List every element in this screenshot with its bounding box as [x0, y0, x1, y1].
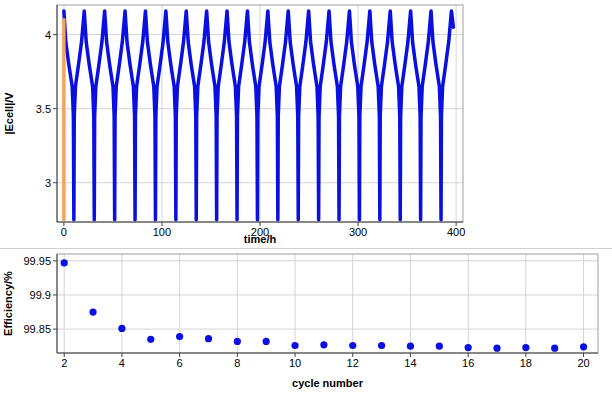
data-point: [522, 344, 529, 351]
plot-frame: [57, 5, 463, 222]
data-area: [61, 259, 588, 352]
x-axis-label: cycle number: [292, 377, 364, 389]
y-tick-label: 99.85: [23, 323, 51, 335]
grid-line-y: [57, 294, 598, 295]
grid-line-x: [64, 254, 65, 353]
grid-line-x: [583, 254, 584, 353]
figure: 010020030040033.54time/h|Ecell|/V2468101…: [0, 0, 612, 394]
background: [0, 0, 612, 394]
grid-line-y: [57, 34, 463, 35]
data-point: [263, 338, 270, 345]
data-point: [291, 342, 298, 349]
data-point: [89, 308, 96, 315]
x-tick-label: 12: [347, 357, 359, 369]
grid-line-x: [456, 5, 457, 222]
grid-line-x: [352, 254, 353, 353]
x-tick-label: 16: [462, 357, 474, 369]
y-tick-label: 99.9: [30, 289, 51, 301]
panel-separator: [0, 248, 612, 249]
data-point: [378, 342, 385, 349]
x-tick-label: 100: [153, 226, 171, 238]
y-tick: [53, 34, 57, 35]
data-point: [61, 259, 68, 266]
x-tick-label: 8: [234, 357, 240, 369]
x-tick-label: 2: [61, 357, 67, 369]
grid-line-x: [63, 5, 64, 222]
data-point: [493, 345, 500, 352]
data-point: [436, 343, 443, 350]
x-tick-label: 10: [289, 357, 301, 369]
y-tick: [53, 182, 57, 183]
y-tick-label: 3.5: [36, 103, 51, 115]
data-point: [176, 333, 183, 340]
y-tick: [53, 329, 57, 330]
grid-line-x: [121, 254, 122, 353]
data-area: [64, 11, 454, 220]
grid-line-x: [468, 254, 469, 353]
x-tick-label: 14: [404, 357, 416, 369]
x-tick-label: 20: [577, 357, 589, 369]
grid-line-y: [57, 329, 598, 330]
data-line: [64, 11, 454, 220]
y-tick-label: 3: [45, 177, 51, 189]
data-point: [407, 343, 414, 350]
y-tick-label: 4: [45, 29, 51, 41]
data-point: [147, 336, 154, 343]
data-point: [234, 338, 241, 345]
x-tick-label: 6: [177, 357, 183, 369]
y-axis-line: [57, 5, 58, 222]
data-point: [551, 345, 558, 352]
x-tick-label: 4: [119, 357, 125, 369]
grid-line-y: [57, 260, 598, 261]
x-tick-label: 0: [61, 226, 67, 238]
x-axis-label: time/h: [244, 233, 277, 245]
y-axis-label: Efficiency/%: [2, 271, 14, 336]
y-axis-label: |Ecell|/V: [3, 92, 15, 135]
y-tick: [53, 260, 57, 261]
data-point: [465, 344, 472, 351]
grid-line-x: [525, 254, 526, 353]
data-line: [62, 20, 66, 220]
data-point: [118, 325, 125, 332]
grid-line-x: [410, 254, 411, 353]
y-axis-line: [57, 254, 58, 353]
grid-line-x: [295, 254, 296, 353]
chart-panel: 010020030040033.54time/h|Ecell|/V: [3, 5, 465, 245]
x-tick-label: 18: [520, 357, 532, 369]
x-axis-line: [57, 353, 598, 354]
x-tick-label: 400: [447, 226, 465, 238]
y-tick: [53, 108, 57, 109]
chart-panel: 2 4 6 8 10 12 14 16 18 20 99.85 99.9 99.95 cycle numb…: [2, 254, 598, 389]
plot-frame: [57, 254, 598, 353]
data-point: [205, 335, 212, 342]
x-tick-label: 300: [349, 226, 367, 238]
data-point: [580, 343, 587, 350]
y-tick: [53, 294, 57, 295]
data-point: [349, 342, 356, 349]
data-point: [320, 341, 327, 348]
y-tick-label: 99.95: [23, 255, 51, 267]
